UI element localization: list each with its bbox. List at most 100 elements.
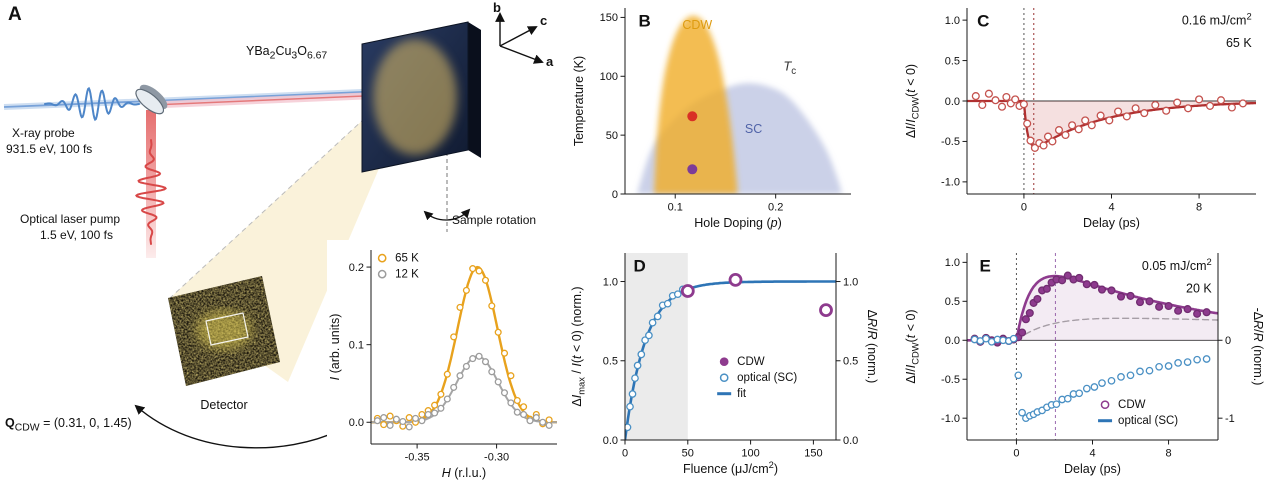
annotation: CDW <box>682 18 712 32</box>
rotation-sweep-arrow <box>134 404 342 449</box>
cdw-dynamics-20K-svg: 0 4 8 -1.0 -0.5 0.0 0.5 1.0 -1 0 Delay (ps) ΔI/ICDW… <box>904 253 1265 476</box>
svg-text:1.0: 1.0 <box>843 276 858 288</box>
mirror <box>135 84 168 115</box>
annotation: 65 K <box>1226 36 1252 50</box>
cdw-stripes <box>373 27 457 164</box>
phase-point <box>687 164 698 175</box>
svg-text:optical (SC): optical (SC) <box>737 372 797 384</box>
svg-text:0.0: 0.0 <box>843 435 858 447</box>
svg-text:0.2: 0.2 <box>768 202 783 214</box>
annotation: 0.05 mJ/cm2 <box>1142 257 1212 273</box>
x-axis-label: H (r.l.u.) <box>442 466 486 480</box>
svg-text:CDW: CDW <box>737 356 765 368</box>
detector-label: Detector <box>200 398 248 412</box>
xray-probe-specs: 931.5 eV, 100 fs <box>6 142 93 156</box>
y-axis-label: I (arb. units) <box>328 314 342 381</box>
svg-text:4: 4 <box>1089 448 1095 460</box>
axes <box>624 253 837 441</box>
y-axis-label: Temperature (K) <box>572 56 586 146</box>
annotation: 0.16 mJ/cm2 <box>1182 12 1252 28</box>
x-axis-label: Hole Doping (p) <box>694 216 782 230</box>
x-axis-label: Delay (ps) <box>1083 216 1140 230</box>
legend: CDW optical (SC) <box>1098 399 1178 427</box>
tick-labels: 0 50 100 150 0.0 0.5 1.0 0.0 0.5 1.0 <box>603 276 859 459</box>
svg-text:50: 50 <box>682 448 694 460</box>
svg-text:1.0: 1.0 <box>603 276 618 288</box>
svg-text:0.1: 0.1 <box>349 339 364 351</box>
panel-d-chart: 0 50 100 150 0.0 0.5 1.0 0.0 0.5 1.0 Fluence (μJ/c… <box>563 243 880 488</box>
svg-text:-1.0: -1.0 <box>941 413 960 425</box>
dome-CDW <box>654 15 738 194</box>
panel-e-chart: 0 4 8 -1.0 -0.5 0.0 0.5 1.0 -1 0 Delay (ps) ΔI/ICDW… <box>893 243 1270 488</box>
svg-text:0.5: 0.5 <box>843 356 858 368</box>
svg-text:4: 4 <box>1108 202 1114 214</box>
pump-specs: 1.5 eV, 100 fs <box>40 228 113 242</box>
series-12 K <box>373 352 553 431</box>
svg-text:0.5: 0.5 <box>603 356 618 368</box>
panel-a-label: A <box>8 4 22 25</box>
svg-text:0: 0 <box>622 448 628 460</box>
annotation: E <box>980 257 991 276</box>
sample <box>361 21 481 173</box>
right-axis-label: ΔR/R (norm.) <box>865 310 879 384</box>
svg-text:65 K: 65 K <box>395 253 419 265</box>
pump-label: Optical laser pump <box>20 212 121 226</box>
tick-labels: 0 4 8 -1.0 -0.5 0.0 0.5 1.0 -1 0 <box>941 257 1235 459</box>
svg-text:0.0: 0.0 <box>349 417 364 429</box>
svg-text:8: 8 <box>1196 202 1202 214</box>
series-optical (SC) <box>970 334 1211 423</box>
annotation: 20 K <box>1186 281 1212 295</box>
svg-text:0.0: 0.0 <box>945 96 960 108</box>
axis-c-label: c <box>540 13 548 28</box>
svg-text:-0.30: -0.30 <box>484 452 509 464</box>
svg-text:0.0: 0.0 <box>603 435 618 447</box>
axis-b-label: b <box>493 0 501 15</box>
axis-a-label: a <box>546 54 554 69</box>
detector <box>168 276 280 386</box>
annotation: Tc <box>783 58 796 77</box>
svg-text:0.2: 0.2 <box>349 262 364 274</box>
svg-text:CDW: CDW <box>1118 399 1146 411</box>
svg-text:50: 50 <box>606 130 618 142</box>
annotation: C <box>977 12 989 31</box>
annotation: SC <box>745 122 762 136</box>
tick-labels: 0.1 0.2 0 50 100 150 <box>600 12 784 213</box>
svg-text:-0.35: -0.35 <box>405 452 430 464</box>
legend: CDW optical (SC) fit <box>717 356 797 400</box>
svg-text:100: 100 <box>741 448 759 460</box>
x-axis-label: Delay (ps) <box>1064 462 1121 476</box>
axes <box>370 250 557 445</box>
series-65 K <box>373 265 553 430</box>
svg-text:0: 0 <box>1013 448 1019 460</box>
x-axis-label: Fluence (μJ/cm2) <box>683 460 778 476</box>
svg-text:0: 0 <box>1225 335 1231 347</box>
right-axis-label: -ΔR/R (norm.) <box>1251 308 1265 386</box>
svg-text:8: 8 <box>1165 448 1171 460</box>
annotation: D <box>633 257 645 276</box>
sample-rotation-label: Sample rotation <box>452 213 537 227</box>
optical-pulse-icon <box>135 139 167 245</box>
svg-text:100: 100 <box>600 71 618 83</box>
panel-c-chart: 0 4 8 -1.0 -0.5 0.0 0.5 1.0 Delay (ps) ΔI/ICDW(t … <box>893 0 1270 240</box>
svg-text:1.0: 1.0 <box>945 257 960 269</box>
sample-rotation-axis <box>423 152 471 232</box>
svg-text:0.1: 0.1 <box>668 202 683 214</box>
y-axis-label: ΔImax / I(t < 0) (norm.) <box>570 286 587 406</box>
svg-text:0.5: 0.5 <box>945 296 960 308</box>
annotation: B <box>639 12 651 31</box>
svg-text:optical (SC): optical (SC) <box>1118 415 1178 427</box>
axes <box>624 8 851 195</box>
svg-text:12 K: 12 K <box>395 269 419 281</box>
svg-text:1.0: 1.0 <box>945 15 960 27</box>
svg-text:0: 0 <box>1021 202 1027 214</box>
xray-probe-label: X-ray probe <box>12 126 75 140</box>
fluence-dependence-svg: 0 50 100 150 0.0 0.5 1.0 0.0 0.5 1.0 Fluence (μJ/c… <box>570 253 879 476</box>
a-inset-svg: -0.35 -0.30 0.0 0.1 0.2 H (r.l.u.) I (arb. uni… <box>328 250 557 480</box>
axes <box>966 253 1219 441</box>
xray-pulse-icon <box>44 86 140 122</box>
y-axis-label: ΔI/ICDW(t < 0) <box>904 64 921 138</box>
svg-text:150: 150 <box>600 12 618 24</box>
detector-roi-box <box>205 312 249 346</box>
svg-text:150: 150 <box>804 448 822 460</box>
